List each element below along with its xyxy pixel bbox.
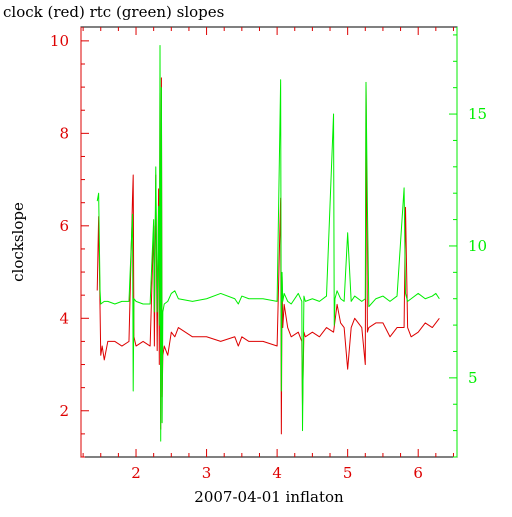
y-left-tick-label: 8 (59, 124, 69, 142)
series-line-clock (96, 77, 440, 435)
x-ticks: 2 3 4 5 6 (82, 27, 454, 482)
x-tick-label: 4 (272, 464, 282, 482)
chart-title: clock (red) rtc (green) slopes (3, 3, 224, 21)
y-right-ticks: 5 10 15 (449, 34, 487, 458)
y-left-tick-label: 4 (59, 309, 69, 327)
x-axis-label: 2007-04-01 inflaton (194, 488, 344, 506)
series-line-rtc (96, 44, 440, 442)
y-right-tick-label: 5 (468, 369, 478, 387)
x-tick-label: 3 (202, 464, 212, 482)
x-tick-label: 2 (131, 464, 141, 482)
y-left-ticks: 2 4 6 8 10 (50, 32, 89, 458)
x-tick-label: 6 (413, 464, 423, 482)
y-axis-label: clockslope (9, 202, 27, 282)
y-left-tick-label: 10 (50, 32, 69, 50)
y-left-tick-label: 2 (59, 402, 69, 420)
y-right-tick-label: 10 (468, 237, 487, 255)
x-tick-label: 5 (343, 464, 353, 482)
series (96, 44, 440, 442)
y-left-tick-label: 6 (59, 217, 69, 235)
y-right-tick-label: 15 (468, 105, 487, 123)
